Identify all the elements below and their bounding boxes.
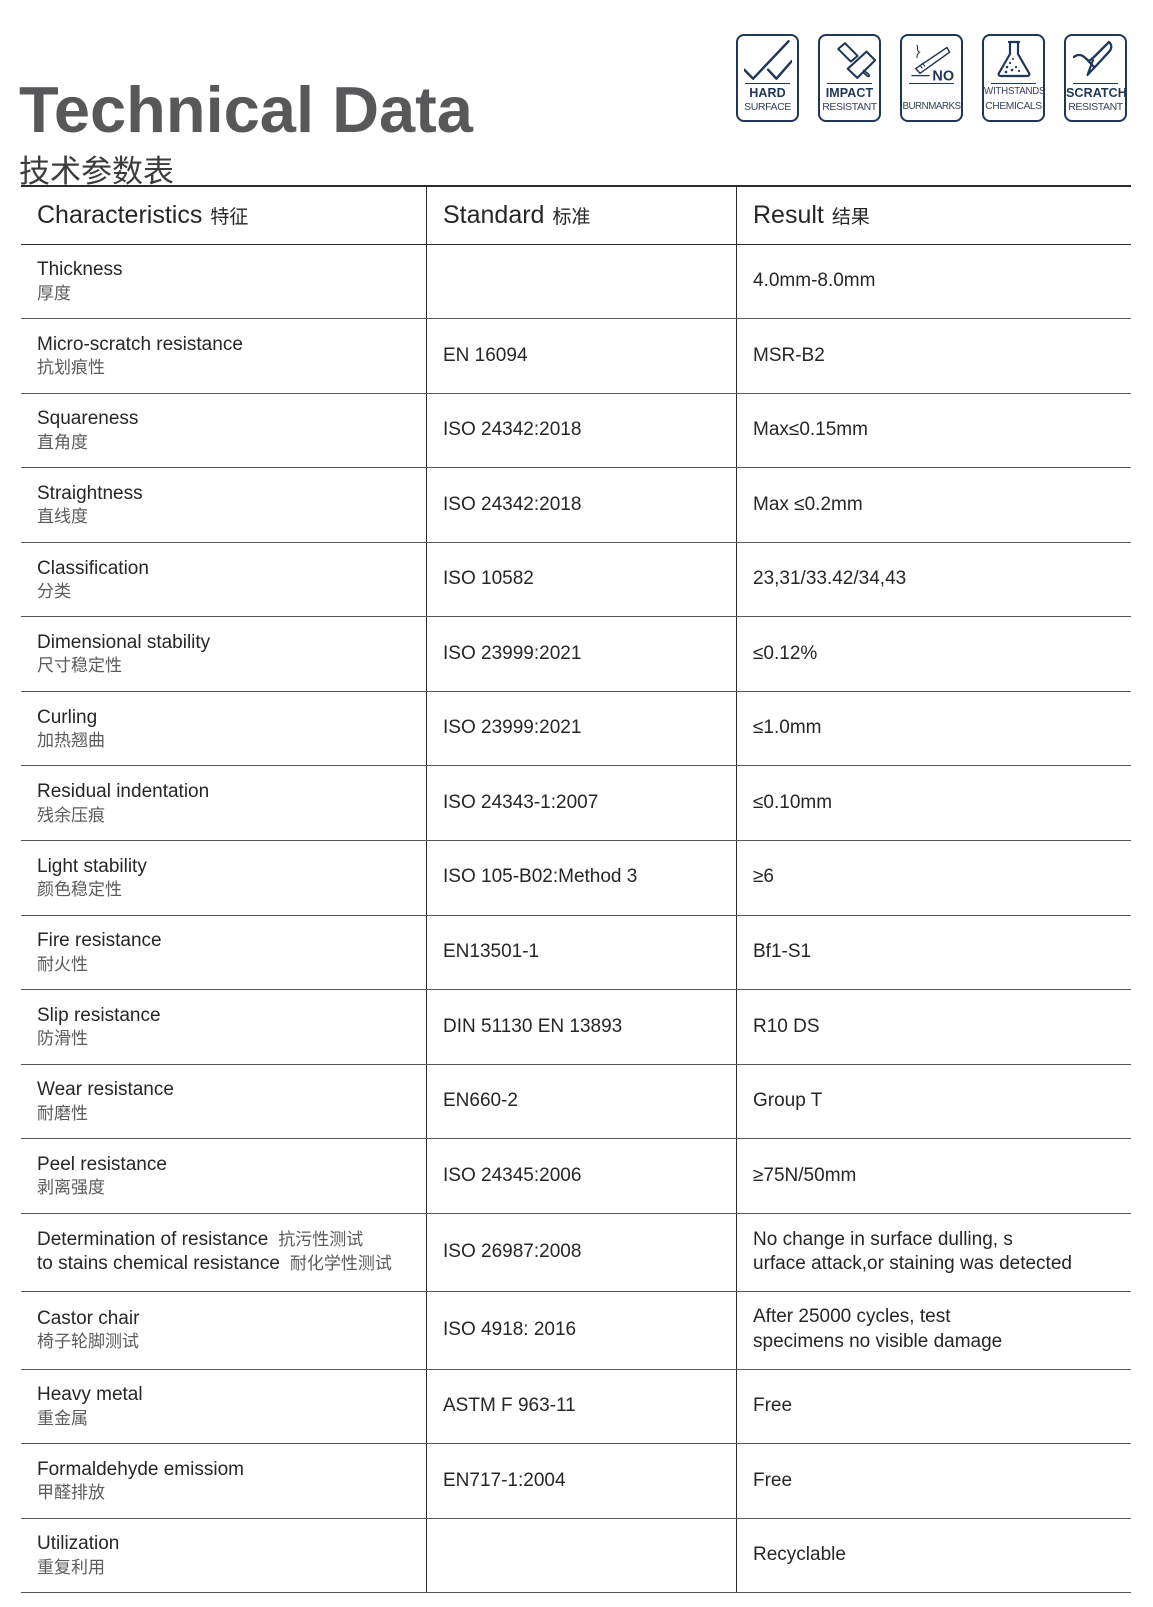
svg-text:NO: NO <box>932 68 954 82</box>
